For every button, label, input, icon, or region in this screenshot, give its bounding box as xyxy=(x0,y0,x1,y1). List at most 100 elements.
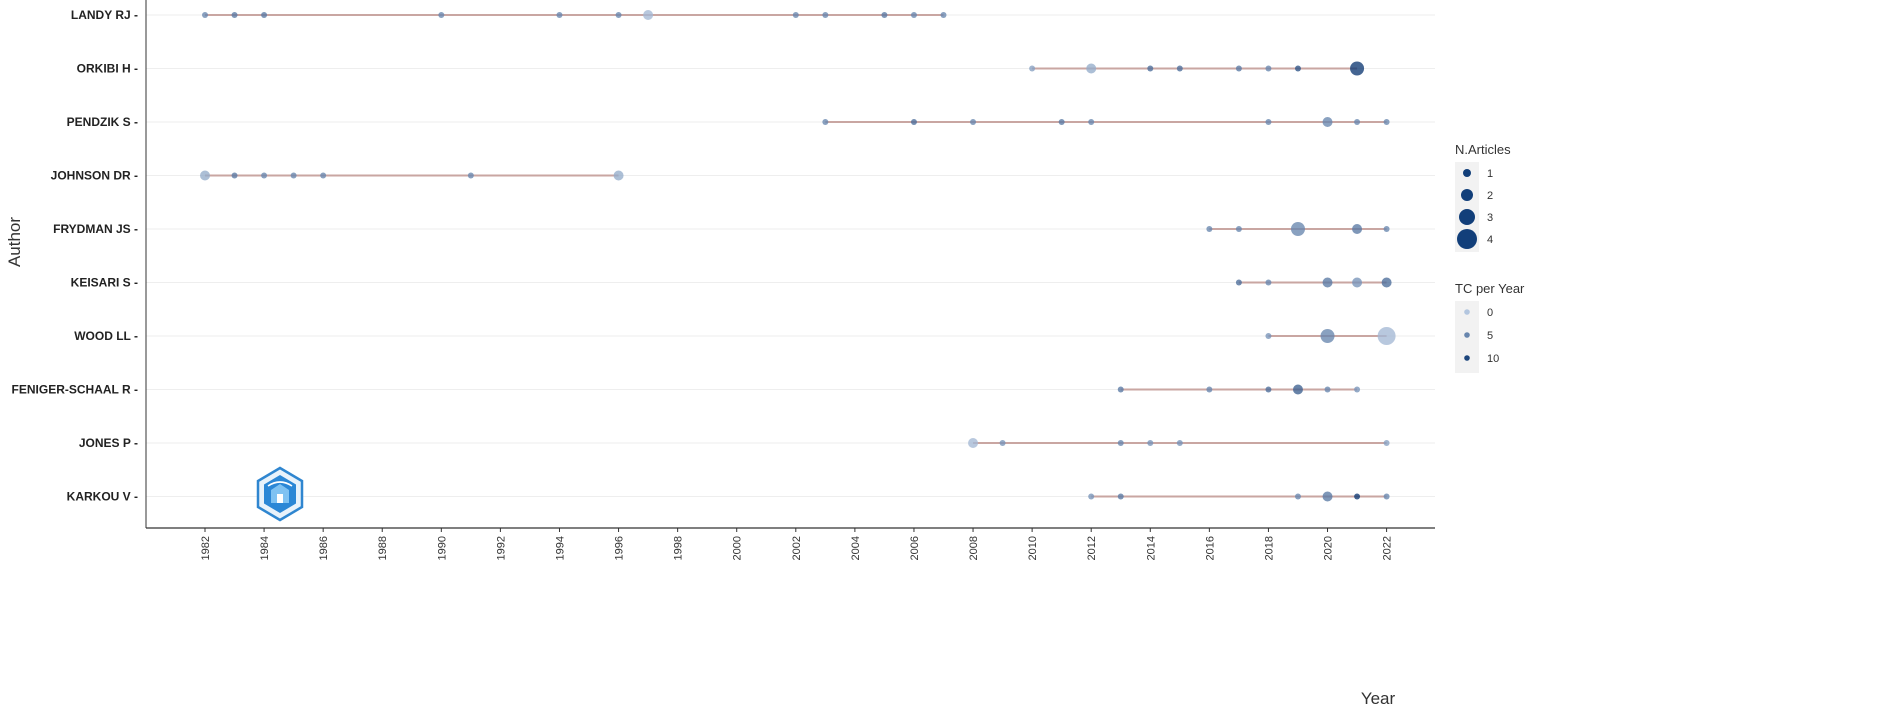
x-tick-label: 2020 xyxy=(1323,536,1335,560)
data-point xyxy=(467,172,474,179)
data-point xyxy=(1354,493,1361,500)
y-tick-label: PENDZIK S - xyxy=(67,115,138,129)
data-point xyxy=(1290,222,1305,236)
data-point xyxy=(1176,440,1183,446)
data-point xyxy=(968,438,979,448)
data-point xyxy=(940,12,947,18)
data-point xyxy=(261,172,268,179)
x-tick-label: 1982 xyxy=(200,536,212,560)
legend-size-swatch xyxy=(1457,229,1477,249)
legend-size-title: N.Articles xyxy=(1455,142,1511,157)
x-tick-label: 1998 xyxy=(673,536,685,560)
x-axis-title: Year xyxy=(1361,689,1396,708)
y-tick-label: ORKIBI H - xyxy=(77,62,138,76)
data-point xyxy=(1383,493,1390,500)
data-point xyxy=(1206,226,1213,232)
legend-color-label: 10 xyxy=(1487,353,1499,365)
data-point xyxy=(231,172,238,179)
x-tick-label: 2006 xyxy=(909,536,921,560)
y-tick-label: JOHNSON DR - xyxy=(51,169,138,183)
data-point xyxy=(910,12,917,18)
legend-size-label: 2 xyxy=(1487,190,1493,202)
data-point xyxy=(261,12,268,18)
data-point xyxy=(1322,277,1333,288)
data-point xyxy=(556,12,563,18)
data-point xyxy=(1352,224,1363,234)
data-point xyxy=(1324,386,1331,393)
gridlines xyxy=(146,14,1435,497)
data-point xyxy=(1147,65,1154,72)
data-point xyxy=(200,170,210,181)
data-point xyxy=(320,172,327,179)
y-tick-label: FRYDMAN JS - xyxy=(53,222,138,236)
data-point xyxy=(1383,440,1390,446)
data-point xyxy=(1383,226,1390,232)
data-point xyxy=(1117,493,1124,500)
legend-size-swatch xyxy=(1463,169,1471,177)
data-point xyxy=(1354,386,1361,393)
data-point xyxy=(1176,65,1183,72)
x-tick-label: 1992 xyxy=(495,536,507,560)
y-tick-label: LANDY RJ - xyxy=(71,8,138,22)
x-axis: 1982 1984 1986 1988 1990 1992 1994 1996 1998 2000… xyxy=(146,527,1435,560)
data-point xyxy=(1088,119,1095,125)
data-point xyxy=(290,172,297,179)
data-point xyxy=(1294,493,1301,500)
y-axis-title: Author xyxy=(5,217,24,267)
x-tick-label: 2000 xyxy=(732,536,744,560)
author-timelines xyxy=(205,14,1387,498)
y-tick-label: FENIGER-SCHAAL R - xyxy=(12,383,138,397)
x-tick-label: 2016 xyxy=(1204,536,1216,560)
x-tick-label: 1994 xyxy=(554,536,566,560)
data-point xyxy=(1029,65,1036,72)
x-tick-label: 2008 xyxy=(968,536,980,560)
x-tick-label: 2002 xyxy=(791,536,803,560)
data-point xyxy=(1117,386,1124,393)
data-point xyxy=(1350,61,1365,76)
data-point xyxy=(1294,65,1301,72)
data-point xyxy=(438,12,445,18)
y-tick-label: KARKOU V - xyxy=(67,490,138,504)
x-tick-label: 1990 xyxy=(436,536,448,560)
data-point xyxy=(1088,493,1095,500)
legend-color-label: 0 xyxy=(1487,307,1493,319)
data-point xyxy=(792,12,799,18)
x-tick-label: 2012 xyxy=(1086,536,1098,560)
legend-size-label: 1 xyxy=(1487,168,1493,180)
data-point xyxy=(1320,329,1335,343)
data-point xyxy=(1206,386,1213,393)
data-point xyxy=(1265,65,1272,72)
data-point xyxy=(643,10,654,20)
y-tick-label: WOOD LL - xyxy=(74,329,138,343)
data-point xyxy=(202,12,208,18)
legend-n-articles: N.Articles 1 2 3 4 xyxy=(1455,142,1511,252)
legend-color-swatch xyxy=(1464,332,1470,338)
hexagon-logo-icon xyxy=(256,466,304,522)
x-tick-label: 1984 xyxy=(259,536,271,560)
data-point xyxy=(1354,119,1361,125)
data-point xyxy=(1117,440,1124,446)
data-point xyxy=(1322,117,1333,127)
x-tick-label: 1996 xyxy=(614,536,626,560)
y-tick-label: KEISARI S - xyxy=(71,276,138,290)
data-point xyxy=(1235,279,1242,286)
legend-size-label: 3 xyxy=(1487,212,1493,224)
data-point xyxy=(1265,333,1272,339)
data-point xyxy=(1381,277,1392,288)
legend-tc-per-year: TC per Year 0 5 10 xyxy=(1455,281,1525,373)
y-axis: LANDY RJ - ORKIBI H - PENDZIK S - JOHNSON D… xyxy=(12,0,147,528)
data-point xyxy=(1377,327,1396,345)
data-point xyxy=(231,12,238,18)
data-point xyxy=(1292,384,1303,395)
x-tick-label: 1988 xyxy=(377,536,389,560)
data-point xyxy=(1086,63,1097,74)
data-point xyxy=(1322,491,1333,502)
legend-color-swatch xyxy=(1464,355,1470,361)
data-point xyxy=(970,119,977,125)
data-point xyxy=(910,119,917,125)
data-point xyxy=(999,440,1006,446)
data-point xyxy=(1235,226,1242,232)
x-tick-label: 2018 xyxy=(1263,536,1275,560)
data-point xyxy=(1265,119,1272,125)
